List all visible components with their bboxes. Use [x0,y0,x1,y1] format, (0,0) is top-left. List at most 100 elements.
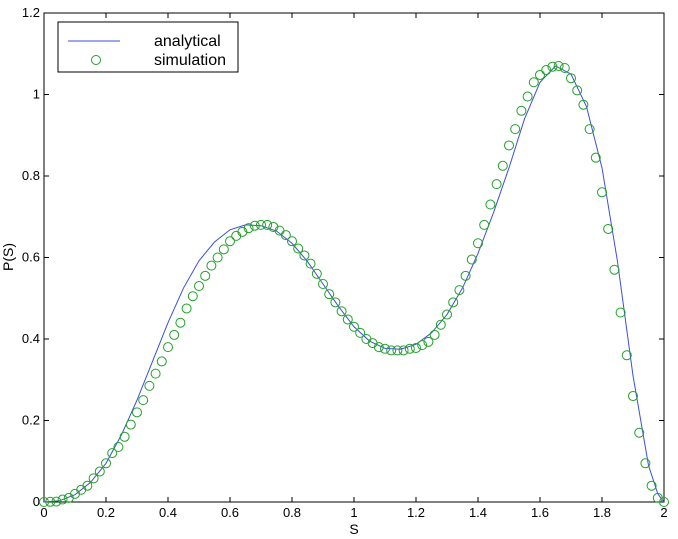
data-point-simulation [572,85,583,96]
data-series [39,60,669,507]
data-point-simulation [305,258,316,269]
data-point-simulation [659,497,669,507]
data-point-simulation [144,380,155,391]
data-point-simulation [82,480,93,491]
x-tick-label: 0.2 [97,505,115,520]
x-tick-label: 1.8 [593,505,611,520]
data-point-simulation [268,221,279,232]
data-point-simulation [429,329,440,340]
data-point-simulation [541,65,552,76]
data-point-simulation [125,419,136,430]
data-point-simulation [373,342,384,353]
data-point-simulation [187,291,198,302]
data-point-simulation [355,327,366,338]
data-point-simulation [150,368,161,379]
data-point-simulation [559,63,570,74]
data-point-simulation [45,496,56,507]
data-point-simulation [417,340,428,351]
y-tick-label: 0.6 [22,250,40,265]
axis-ticks: 0 0.2 0.4 0.6 0.8 1 1.2 1.4 1.6 1.8 2 0 0.2 0.4 0.6 0.8… [22,5,668,520]
data-point-simulation [156,356,167,367]
data-point-simulation [448,297,459,308]
legend-label-analytical: analytical [154,33,221,50]
plot-area [43,12,665,503]
y-tick-label: 0.2 [22,413,40,428]
data-point-simulation [411,342,421,353]
data-point-simulation [442,309,452,320]
data-point-simulation [528,77,539,88]
data-point-simulation [640,458,651,469]
data-point-simulation [212,252,223,263]
data-point-simulation [578,99,589,110]
data-point-simulation [311,268,322,279]
data-point-simulation [51,496,62,507]
data-point-simulation [479,219,490,230]
data-point-simulation [94,466,105,477]
data-point-simulation [107,448,118,459]
data-point-simulation [243,223,254,234]
data-point-simulation [318,278,328,289]
data-point-simulation [547,61,558,72]
data-point-simulation [287,236,297,247]
data-point-simulation [460,270,471,281]
data-point-simulation [249,220,260,231]
data-point-simulation [473,238,483,249]
data-point-simulation [299,250,310,261]
y-tick-label: 1.2 [22,5,40,20]
data-point-simulation [39,497,49,507]
data-point-simulation [522,91,533,102]
y-tick-label: 0 [33,494,40,509]
data-point-simulation [349,321,359,332]
data-point-simulation [628,391,638,402]
data-point-simulation [175,317,186,328]
x-axis-label: S [349,521,358,537]
data-point-simulation [597,187,607,198]
data-point-simulation [634,427,645,438]
data-point-simulation [584,124,595,135]
data-point-simulation [101,458,111,469]
data-point-simulation [386,345,397,356]
data-point-simulation [423,336,434,347]
data-point-simulation [225,236,235,247]
x-tick-label: 1 [350,505,357,520]
data-point-simulation [404,343,415,354]
y-axis-label: P(S) [0,243,16,271]
y-tick-label: 0.4 [22,331,40,346]
data-point-simulation [280,230,291,241]
data-point-simulation [566,73,576,84]
legend-box [57,21,239,73]
data-point-simulation [398,345,409,356]
data-point-simulation [380,343,390,354]
data-point-simulation [194,281,204,292]
series-line-analytical [43,65,665,503]
legend-marker-simulation [91,55,101,65]
data-point-simulation [330,297,341,308]
data-point-simulation [200,270,211,281]
data-point-simulation [553,60,564,71]
data-point-simulation [262,219,273,230]
data-point-simulation [181,303,192,314]
data-point-simulation [621,350,632,361]
data-point-simulation [132,407,142,418]
data-point-simulation [491,179,502,190]
x-tick-label: 1.6 [531,505,549,520]
x-tick-label: 0.4 [159,505,177,520]
data-point-simulation [646,480,657,491]
data-point-simulation [88,473,99,484]
data-point-simulation [454,285,465,296]
legend: analytical simulation [57,21,239,73]
data-point-simulation [615,307,626,318]
x-tick-label: 2 [660,505,667,520]
x-tick-label: 1.4 [469,505,487,520]
x-tick-label: 0.6 [221,505,239,520]
data-point-simulation [609,264,620,275]
legend-label-simulation: simulation [154,52,226,69]
data-point-simulation [169,329,180,340]
data-point-simulation [256,219,266,230]
data-point-simulation [485,199,496,210]
data-point-simulation [113,441,124,452]
data-point-simulation [324,289,335,300]
y-tick-label: 1 [33,87,40,102]
data-point-simulation [293,243,304,254]
